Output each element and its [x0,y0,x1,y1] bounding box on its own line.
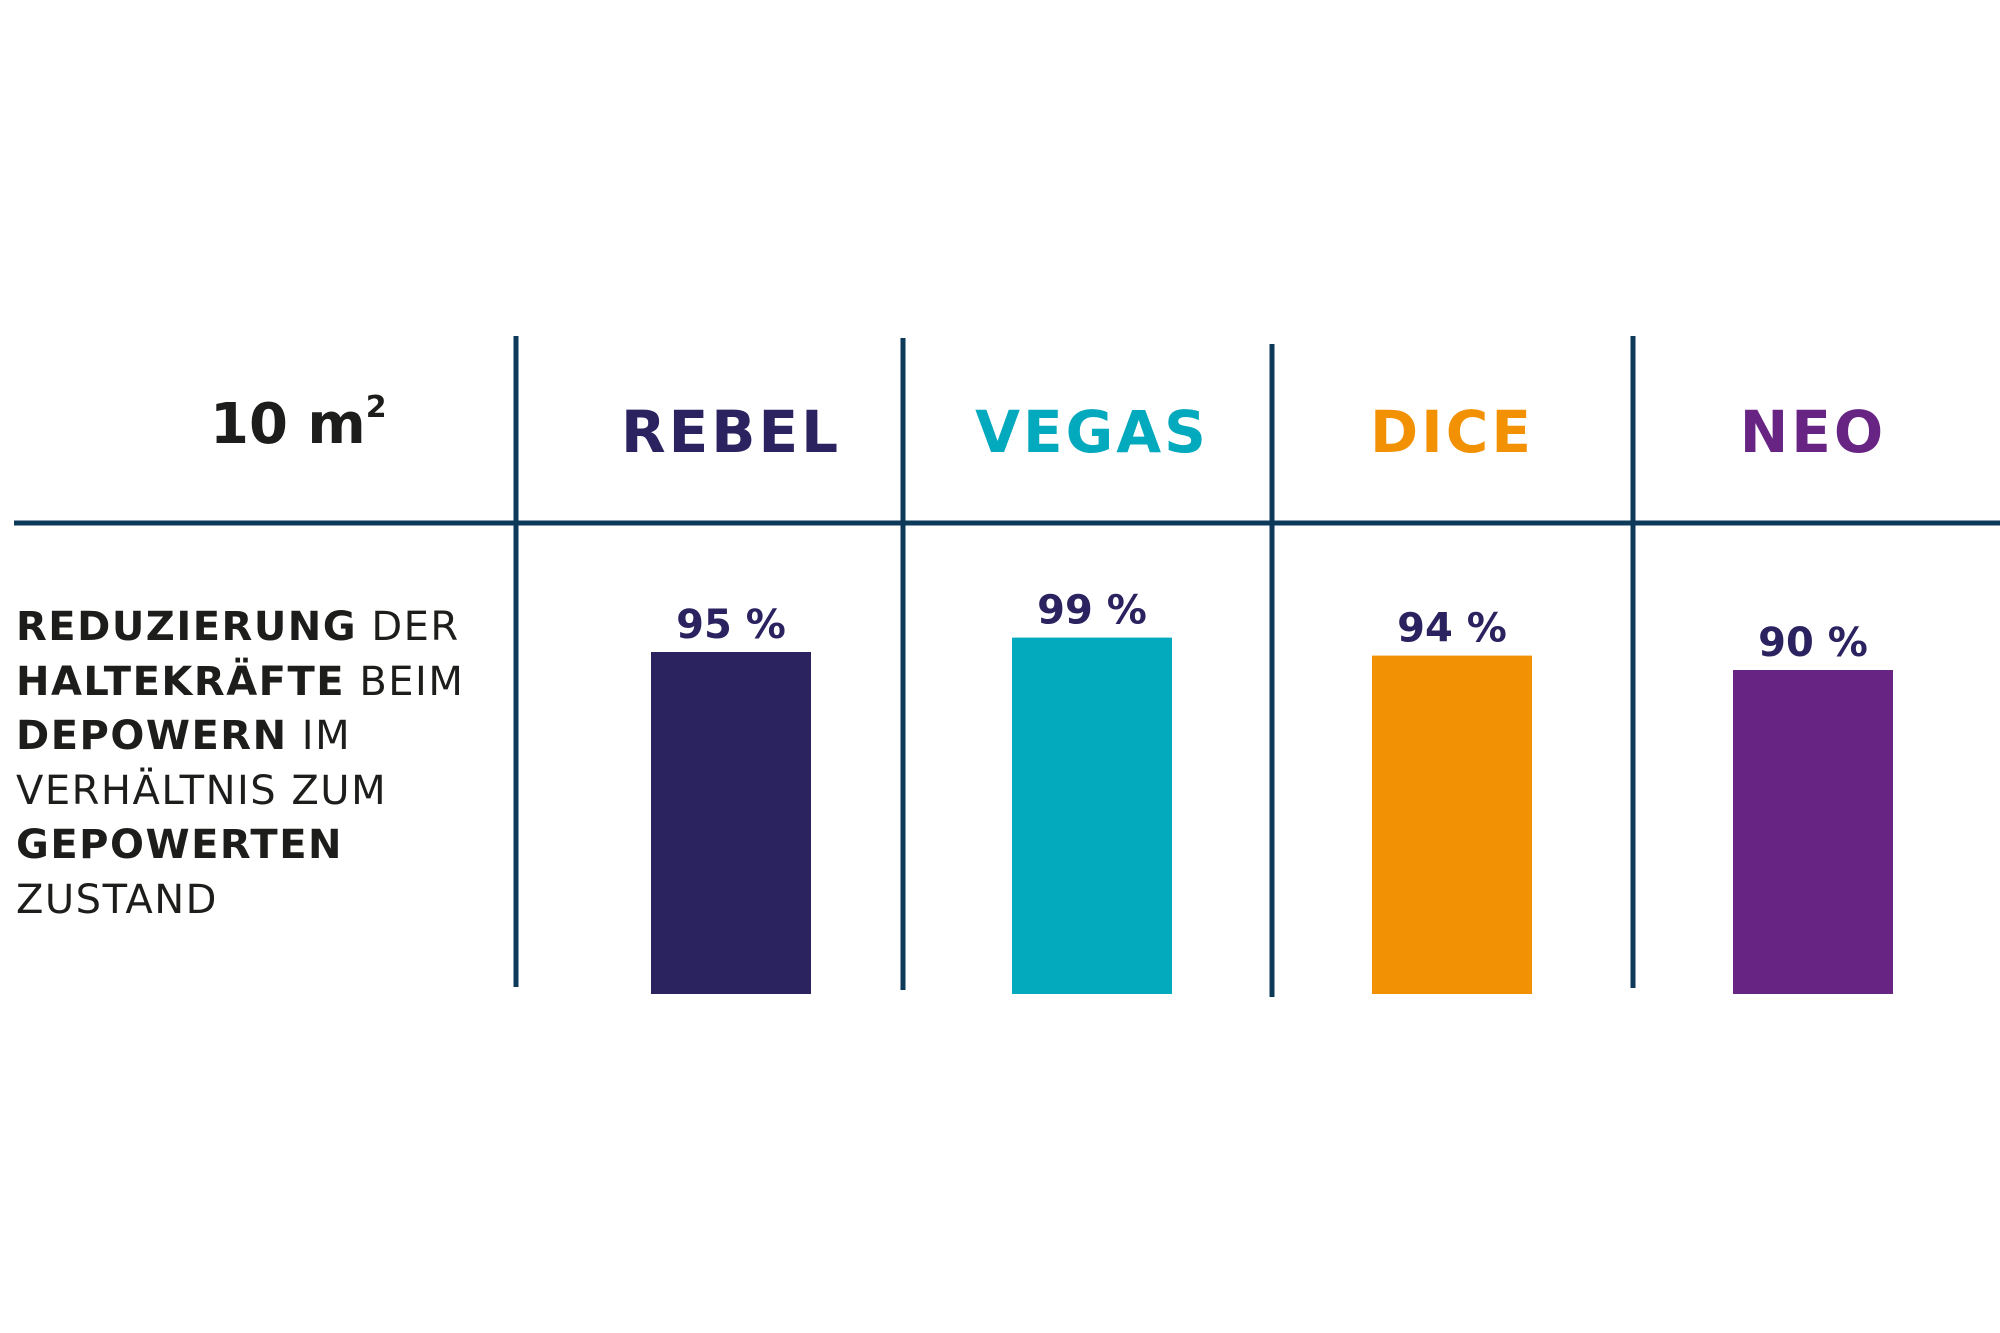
product-label-dice: DICE [1370,398,1534,466]
product-label-vegas: VEGAS [975,398,1209,466]
bar-rebel [651,652,811,994]
row-label-line-6: ZUSTAND [16,876,218,923]
value-label-rebel: 95 % [676,602,786,648]
row-label-line-5: GEPOWERTEN [16,822,344,868]
size-superscript: 2 [366,390,387,425]
bar-dice [1372,655,1532,994]
size-number: 10 m [210,392,366,457]
value-label-vegas: 99 % [1037,588,1147,634]
value-label-dice: 94 % [1397,606,1507,652]
bar-vegas [1012,637,1172,994]
row-label-line-2: HALTEKRÄFTE BEIM [16,658,465,705]
value-labels: 95 % 99 % 94 % 90 % [676,588,1868,666]
row-label-line-1: REDUZIERUNG DER [16,604,460,650]
product-label-rebel: REBEL [621,398,841,466]
bars [651,637,1893,994]
product-label-neo: NEO [1740,398,1886,466]
size-label: 10 m2 [210,390,387,457]
value-label-neo: 90 % [1758,620,1868,666]
row-label: REDUZIERUNG DER HALTEKRÄFTE BEIM DEPOWER… [16,600,496,927]
product-labels: REBEL VEGAS DICE NEO [621,398,1886,466]
row-label-line-3: DEPOWERN IM [16,713,352,759]
bar-neo [1733,670,1893,994]
table-grid [14,336,2000,997]
row-label-line-4: VERHÄLTNIS ZUM [16,767,388,814]
